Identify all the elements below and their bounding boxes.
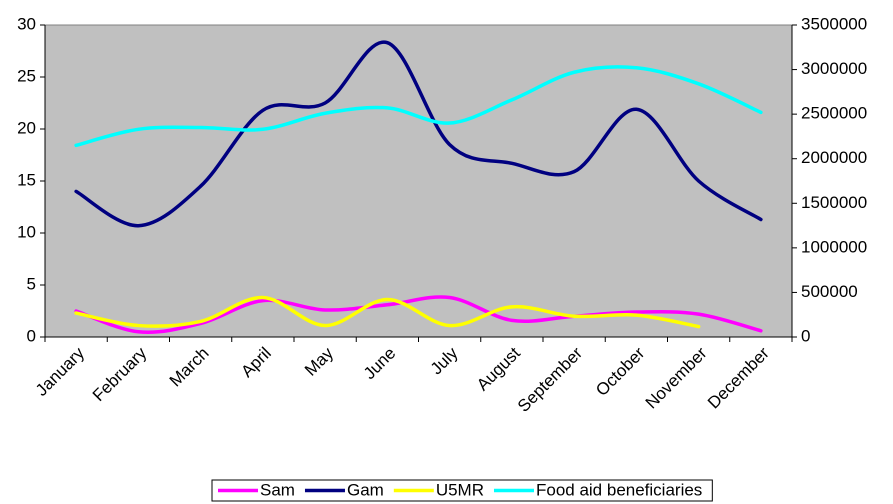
y2-tick-label: 2000000 bbox=[801, 148, 867, 167]
series-line bbox=[74, 65, 763, 148]
legend-label: U5MR bbox=[436, 480, 484, 499]
legend-box bbox=[211, 479, 713, 502]
legend-label: Food aid beneficiaries bbox=[536, 480, 702, 499]
y-tick-label: 30 bbox=[17, 14, 36, 33]
y-tick-label: 0 bbox=[27, 326, 36, 345]
series-line bbox=[74, 295, 763, 335]
x-tick-label: October bbox=[592, 343, 648, 399]
x-tick-label: April bbox=[237, 344, 274, 381]
y2-tick-label: 0 bbox=[801, 326, 810, 345]
x-tick-label: March bbox=[166, 344, 213, 391]
series-line bbox=[74, 295, 701, 329]
y-tick-label: 20 bbox=[17, 118, 36, 137]
legend-label: Sam bbox=[260, 480, 295, 499]
y2-tick-label: 1500000 bbox=[801, 193, 867, 212]
x-tick-label: June bbox=[360, 344, 400, 384]
legend: Sam Gam U5MR Food aid beneficiaries bbox=[211, 479, 713, 502]
x-tick-label: November bbox=[642, 343, 711, 412]
x-tick-label: January bbox=[32, 343, 89, 400]
y-tick-label: 25 bbox=[17, 66, 36, 85]
plot-area bbox=[44, 24, 793, 338]
y-tick-label: 15 bbox=[17, 170, 36, 189]
y-tick-label: 10 bbox=[17, 222, 36, 241]
legend-label: Gam bbox=[347, 480, 384, 499]
series-line bbox=[74, 40, 763, 228]
y2-tick-label: 500000 bbox=[801, 282, 858, 301]
x-tick-label: February bbox=[89, 343, 151, 405]
y2-tick-label: 2500000 bbox=[801, 104, 867, 123]
x-tick-label: July bbox=[427, 343, 462, 378]
y-tick-label: 5 bbox=[27, 274, 36, 293]
x-tick-label: May bbox=[301, 343, 337, 379]
y2-tick-label: 1000000 bbox=[801, 237, 867, 256]
x-tick-label: September bbox=[514, 343, 586, 415]
y2-tick-label: 3000000 bbox=[801, 59, 867, 78]
x-tick-label: August bbox=[473, 343, 524, 394]
x-tick-label: December bbox=[704, 343, 773, 412]
y2-tick-label: 3500000 bbox=[801, 14, 867, 33]
